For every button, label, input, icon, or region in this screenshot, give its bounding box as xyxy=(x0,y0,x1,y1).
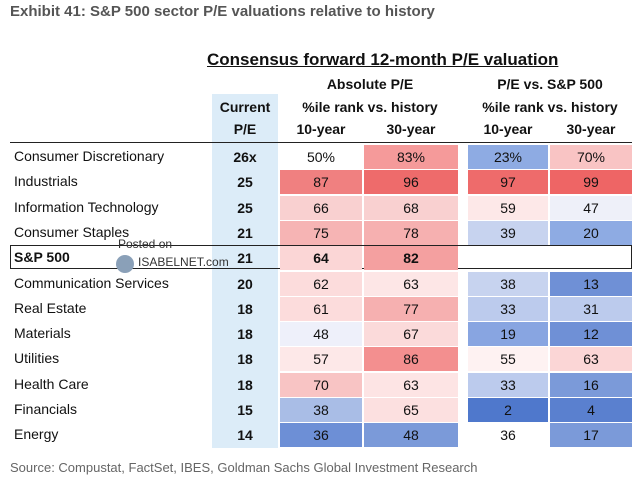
table-title: Consensus forward 12-month P/E valuation xyxy=(207,50,559,69)
cell: 48 xyxy=(364,423,458,448)
cell: 38 xyxy=(280,398,362,422)
current-pe: 21 xyxy=(237,224,253,241)
sub-header: %ile rank vs. history xyxy=(482,99,618,115)
row-label: Consumer Discretionary xyxy=(14,148,165,164)
cell: 68 xyxy=(364,195,458,220)
column-header: 30-year xyxy=(386,121,436,137)
cell: 86 xyxy=(364,347,458,372)
column-header: 10-year xyxy=(296,121,346,137)
cell: 57 xyxy=(280,347,362,372)
cell: 17 xyxy=(550,423,632,448)
cell: 12 xyxy=(550,322,632,347)
current-pe: 25 xyxy=(237,174,253,191)
group-header: P/E vs. S&P 500 xyxy=(497,76,603,92)
sub-header: %ile rank vs. history xyxy=(302,99,438,115)
title: Exhibit 41: S&P 500 sector P/E valuation… xyxy=(10,3,435,20)
cell: 97 xyxy=(468,170,548,195)
cell: 39 xyxy=(468,220,548,245)
watermark-icon xyxy=(116,255,134,273)
cell: 47 xyxy=(550,195,632,220)
cell: 38 xyxy=(468,271,548,296)
cell: 61 xyxy=(280,296,362,321)
cell: 99 xyxy=(550,170,632,195)
row-label: S&P 500 xyxy=(14,249,70,266)
cell: 62 xyxy=(280,271,362,296)
cell: 33 xyxy=(468,372,548,397)
cell: 16 xyxy=(550,372,632,397)
cell: 20 xyxy=(550,220,632,245)
cell: 67 xyxy=(364,322,458,347)
cell: 78 xyxy=(364,220,458,245)
cell: 13 xyxy=(550,271,632,296)
cell: 77 xyxy=(364,296,458,321)
watermark: ISABELNET.com xyxy=(138,255,229,269)
current-pe: 25 xyxy=(237,199,253,216)
row-label: Health Care xyxy=(14,375,89,392)
row-label: Utilities xyxy=(14,350,60,367)
cell: 96 xyxy=(364,170,458,195)
row-label: Real Estate xyxy=(14,299,87,316)
cell: 65 xyxy=(364,398,458,422)
group-header: Absolute P/E xyxy=(326,76,414,92)
row-label: Information Technology xyxy=(14,198,159,215)
cell: 63 xyxy=(364,271,458,296)
row-label: Industrials xyxy=(14,173,78,190)
cell: 63 xyxy=(364,372,458,397)
column-header: 30-year xyxy=(566,121,616,137)
cell: 83% xyxy=(364,145,458,169)
cell: 75 xyxy=(280,220,362,245)
cell: 2 xyxy=(468,398,548,422)
current-pe: 18 xyxy=(237,300,253,317)
cell: 55 xyxy=(468,347,548,372)
current-pe: 21 xyxy=(237,250,253,267)
row-label: Consumer Staples xyxy=(14,223,130,240)
current-column-bg xyxy=(212,94,278,448)
current-pe: 20 xyxy=(237,275,253,292)
current-pe: 18 xyxy=(237,376,253,393)
cell: 48 xyxy=(280,322,362,347)
source: Source: Compustat, FactSet, IBES, Goldma… xyxy=(10,460,478,475)
cell: 63 xyxy=(550,347,632,372)
cell: 36 xyxy=(468,423,548,448)
watermark: Posted on xyxy=(118,237,173,251)
cell: 36 xyxy=(280,423,362,448)
cell: 33 xyxy=(468,296,548,321)
cell: 31 xyxy=(550,296,632,321)
rule xyxy=(10,142,632,143)
cell: 66 xyxy=(280,195,362,220)
row-label: Energy xyxy=(14,426,59,443)
row-label: Communication Services xyxy=(14,274,169,291)
row-label: Financials xyxy=(14,401,78,417)
cell: 70% xyxy=(550,145,632,169)
current-header: P/E xyxy=(233,121,257,137)
cell: 4 xyxy=(550,398,632,422)
cell: 64 xyxy=(280,246,362,271)
cell: 23% xyxy=(468,145,548,169)
current-pe: 15 xyxy=(237,402,253,418)
column-header: 10-year xyxy=(483,121,533,137)
cell: 59 xyxy=(468,195,548,220)
cell: 50% xyxy=(280,145,362,169)
cell: 19 xyxy=(468,322,548,347)
current-pe: 18 xyxy=(237,351,253,368)
current-header: Current xyxy=(219,99,271,115)
cell: 87 xyxy=(280,170,362,195)
cell: 70 xyxy=(280,372,362,397)
current-pe: 26x xyxy=(233,149,257,165)
cell: 82 xyxy=(364,246,458,271)
row-label: Materials xyxy=(14,325,71,342)
current-pe: 14 xyxy=(237,427,253,444)
current-pe: 18 xyxy=(237,326,253,343)
